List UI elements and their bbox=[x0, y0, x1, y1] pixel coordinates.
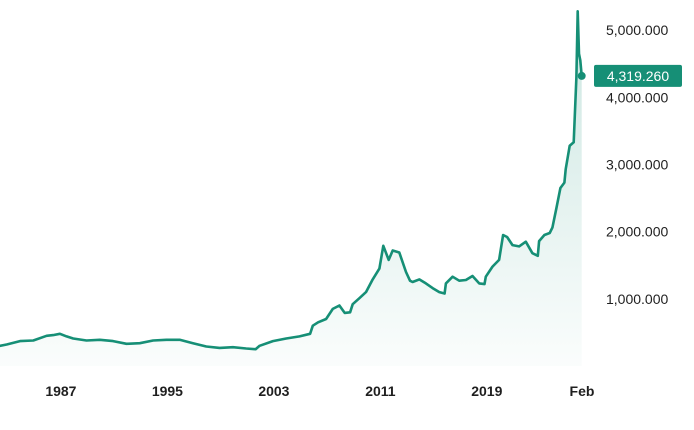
last-price-badge: 4,319.260 bbox=[594, 64, 682, 87]
last-price-badge-bg bbox=[594, 64, 682, 87]
x-tick-label: 2019 bbox=[471, 383, 502, 399]
y-tick-label: 4,000.000 bbox=[606, 89, 668, 105]
last-point-marker bbox=[577, 71, 586, 80]
last-price-badge-text: 4,319.260 bbox=[607, 68, 669, 84]
x-tick-label: Feb bbox=[570, 383, 595, 399]
x-tick-label: 2011 bbox=[365, 383, 396, 399]
y-axis-labels: 1,000.000 2,000.000 3,000.000 4,000.000 … bbox=[606, 22, 668, 307]
y-tick-label: 1,000.000 bbox=[606, 291, 668, 307]
x-tick-label: 1987 bbox=[45, 383, 76, 399]
series-line bbox=[0, 10, 583, 351]
y-tick-label: 3,000.000 bbox=[606, 157, 668, 173]
line-layer bbox=[0, 10, 586, 351]
area-layer bbox=[0, 11, 582, 367]
x-tick-label: 2003 bbox=[258, 383, 289, 399]
y-tick-label: 2,000.000 bbox=[606, 224, 668, 240]
x-tick-label: 1995 bbox=[152, 383, 183, 399]
x-axis-labels: 1987 1995 2003 2011 2019 Feb bbox=[45, 383, 594, 399]
series-area bbox=[0, 11, 582, 367]
y-tick-label: 5,000.000 bbox=[606, 22, 668, 38]
